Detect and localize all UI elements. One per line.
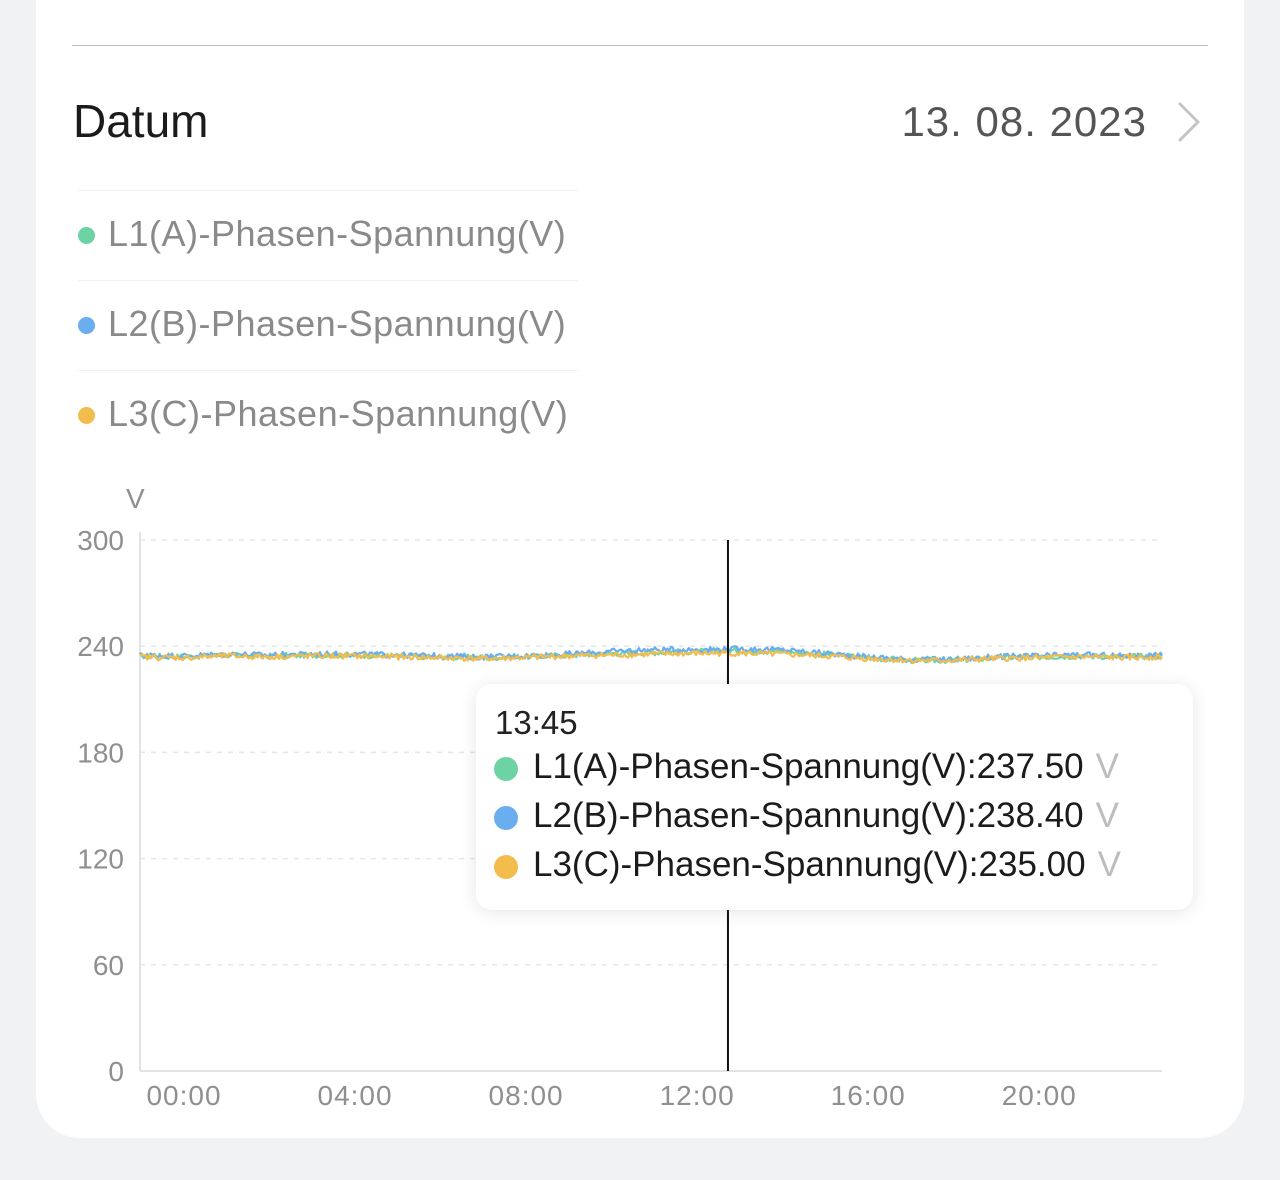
y-tick-label: 240 bbox=[77, 631, 124, 662]
legend-label-l2: L2(B)-Phasen-Spannung(V) bbox=[108, 303, 567, 344]
tooltip-unit-l3: V bbox=[1097, 845, 1121, 884]
y-tick-label: 180 bbox=[77, 737, 124, 768]
y-tick-label: 300 bbox=[77, 525, 124, 556]
x-tick-label: 20:00 bbox=[1002, 1080, 1077, 1111]
x-tick-label: 16:00 bbox=[831, 1080, 906, 1111]
chart-tooltip: 13:45 L1(A)-Phasen-Spannung(V):237.50 V L… bbox=[476, 684, 1193, 910]
tooltip-dot-l1 bbox=[494, 757, 518, 781]
legend-dot-l2 bbox=[78, 317, 95, 334]
y-axis-unit-label: V bbox=[126, 483, 145, 514]
x-tick-label: 00:00 bbox=[146, 1080, 221, 1111]
date-value[interactable]: 13. 08. 2023 bbox=[901, 98, 1147, 145]
tooltip-dot-l3 bbox=[494, 855, 518, 879]
tooltip-value-l2: L2(B)-Phasen-Spannung(V):238.40 bbox=[533, 796, 1084, 835]
date-label: Datum bbox=[73, 95, 209, 147]
y-tick-label: 120 bbox=[77, 844, 124, 875]
y-tick-label: 60 bbox=[93, 950, 124, 981]
legend-label-l3: L3(C)-Phasen-Spannung(V) bbox=[108, 393, 569, 434]
tooltip-value-l3: L3(C)-Phasen-Spannung(V):235.00 bbox=[533, 845, 1086, 884]
tooltip-value-l1: L1(A)-Phasen-Spannung(V):237.50 bbox=[533, 747, 1084, 786]
x-tick-label: 04:00 bbox=[318, 1080, 393, 1111]
tooltip-time: 13:45 bbox=[495, 704, 578, 741]
divider bbox=[72, 45, 1208, 46]
chevron-right-icon[interactable] bbox=[1168, 100, 1208, 144]
tooltip-dot-l2 bbox=[494, 806, 518, 830]
legend-item-l2[interactable]: L2(B)-Phasen-Spannung(V) bbox=[78, 280, 578, 370]
x-tick-label: 08:00 bbox=[489, 1080, 564, 1111]
tooltip-unit-l2: V bbox=[1095, 796, 1119, 835]
x-tick-label: 12:00 bbox=[660, 1080, 735, 1111]
y-tick-label: 0 bbox=[108, 1056, 124, 1087]
chart-legend: L1(A)-Phasen-Spannung(V) L2(B)-Phasen-Sp… bbox=[78, 190, 578, 460]
legend-dot-l3 bbox=[78, 407, 95, 424]
legend-label-l1: L1(A)-Phasen-Spannung(V) bbox=[108, 213, 567, 254]
legend-dot-l1 bbox=[78, 227, 95, 244]
series-line-l3 bbox=[139, 649, 1163, 665]
series-line-l2 bbox=[139, 645, 1163, 664]
legend-item-l1[interactable]: L1(A)-Phasen-Spannung(V) bbox=[78, 190, 578, 280]
voltage-card bbox=[36, 0, 1244, 1138]
tooltip-unit-l1: V bbox=[1095, 747, 1119, 786]
legend-item-l3[interactable]: L3(C)-Phasen-Spannung(V) bbox=[78, 370, 578, 460]
